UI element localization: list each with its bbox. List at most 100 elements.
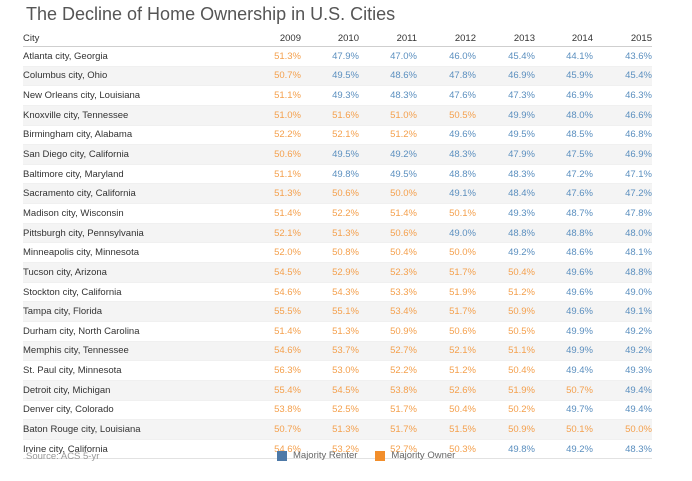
city-name-cell: New Orleans city, Louisiana bbox=[23, 85, 235, 106]
column-header-year: 2010 bbox=[301, 30, 359, 47]
ownership-value-cell: 51.3% bbox=[235, 183, 301, 205]
ownership-value-cell: 49.9% bbox=[535, 341, 593, 362]
ownership-value-cell: 55.1% bbox=[301, 301, 359, 322]
ownership-value-cell: 48.4% bbox=[476, 183, 535, 205]
ownership-value-cell: 49.6% bbox=[535, 282, 593, 303]
ownership-value-cell: 47.9% bbox=[476, 144, 535, 165]
ownership-value-cell: 48.3% bbox=[593, 439, 652, 460]
ownership-value-cell: 46.0% bbox=[417, 46, 476, 67]
ownership-value-cell: 47.0% bbox=[359, 46, 417, 67]
ownership-value-cell: 50.0% bbox=[417, 242, 476, 264]
ownership-value-cell: 48.3% bbox=[359, 85, 417, 106]
ownership-value-cell: 50.0% bbox=[593, 419, 652, 440]
ownership-value-cell: 49.3% bbox=[476, 203, 535, 224]
table-body: Atlanta city, Georgia 51.3% 47.9% 47.0% 46.0… bbox=[23, 46, 652, 460]
ownership-value-cell: 55.5% bbox=[235, 301, 301, 322]
ownership-value-cell: 49.3% bbox=[301, 85, 359, 106]
ownership-value-cell: 48.5% bbox=[535, 125, 593, 146]
ownership-value-cell: 47.6% bbox=[535, 183, 593, 205]
legend-label-owner: Majority Owner bbox=[391, 450, 456, 461]
ownership-value-cell: 52.1% bbox=[301, 125, 359, 146]
ownership-value-cell: 46.3% bbox=[593, 85, 652, 106]
ownership-value-cell: 50.2% bbox=[476, 400, 535, 421]
ownership-value-cell: 48.3% bbox=[417, 144, 476, 165]
ownership-value-cell: 51.2% bbox=[417, 360, 476, 381]
ownership-value-cell: 48.1% bbox=[593, 242, 652, 264]
table-row: Minneapolis city, Minnesota 52.0% 50.8% 50.… bbox=[23, 242, 652, 264]
ownership-value-cell: 49.9% bbox=[535, 321, 593, 342]
ownership-value-cell: 51.0% bbox=[359, 105, 417, 126]
ownership-value-cell: 48.8% bbox=[476, 223, 535, 244]
table-row: Atlanta city, Georgia 51.3% 47.9% 47.0% 46.0… bbox=[23, 46, 652, 67]
ownership-value-cell: 52.2% bbox=[235, 125, 301, 146]
ownership-value-cell: 53.7% bbox=[301, 341, 359, 362]
ownership-value-cell: 50.6% bbox=[301, 183, 359, 205]
ownership-value-cell: 48.8% bbox=[535, 223, 593, 244]
table-row: Tucson city, Arizona 54.5% 52.9% 52.3% 51.7%… bbox=[23, 262, 652, 283]
ownership-value-cell: 54.5% bbox=[301, 380, 359, 401]
ownership-value-cell: 54.5% bbox=[235, 262, 301, 283]
ownership-value-cell: 53.4% bbox=[359, 301, 417, 322]
table-row: Denver city, Colorado 53.8% 52.5% 51.7% 50.4… bbox=[23, 400, 652, 421]
ownership-value-cell: 48.6% bbox=[535, 242, 593, 264]
ownership-value-cell: 51.6% bbox=[301, 105, 359, 126]
table-row: Columbus city, Ohio 50.7% 49.5% 48.6% 47.8% 4… bbox=[23, 66, 652, 87]
column-header-year: 2015 bbox=[593, 30, 652, 47]
ownership-value-cell: 47.2% bbox=[593, 183, 652, 205]
ownership-value-cell: 52.7% bbox=[359, 439, 417, 460]
ownership-value-cell: 49.6% bbox=[535, 301, 593, 322]
ownership-value-cell: 50.6% bbox=[235, 144, 301, 165]
ownership-value-cell: 50.4% bbox=[417, 400, 476, 421]
ownership-value-cell: 51.7% bbox=[417, 301, 476, 322]
ownership-value-cell: 49.8% bbox=[476, 439, 535, 460]
ownership-value-cell: 54.6% bbox=[235, 282, 301, 303]
city-name-cell: Memphis city, Tennessee bbox=[23, 341, 235, 362]
city-name-cell: Detroit city, Michigan bbox=[23, 380, 235, 401]
ownership-value-cell: 52.6% bbox=[417, 380, 476, 401]
table-row: San Diego city, California 50.6% 49.5% 49.2… bbox=[23, 144, 652, 165]
ownership-value-cell: 51.5% bbox=[417, 419, 476, 440]
table-row: Memphis city, Tennessee 54.6% 53.7% 52.7% 52… bbox=[23, 341, 652, 362]
ownership-value-cell: 51.4% bbox=[359, 203, 417, 224]
city-name-cell: Knoxville city, Tennessee bbox=[23, 105, 235, 126]
table-row: Stockton city, California 54.6% 54.3% 53.3%… bbox=[23, 282, 652, 303]
ownership-value-cell: 47.5% bbox=[535, 144, 593, 165]
ownership-value-cell: 51.3% bbox=[301, 223, 359, 244]
table-row: Birmingham city, Alabama 52.2% 52.1% 51.2% 4… bbox=[23, 125, 652, 146]
column-header-year: 2013 bbox=[476, 30, 535, 47]
ownership-value-cell: 49.0% bbox=[593, 282, 652, 303]
ownership-value-cell: 50.3% bbox=[417, 439, 476, 460]
ownership-value-cell: 50.9% bbox=[476, 301, 535, 322]
city-name-cell: Madison city, Wisconsin bbox=[23, 203, 235, 224]
legend-item-majority-owner[interactable]: Majority Owner bbox=[375, 450, 455, 461]
ownership-value-cell: 49.1% bbox=[593, 301, 652, 322]
city-name-cell: San Diego city, California bbox=[23, 144, 235, 165]
legend: Majority Renter Majority Owner bbox=[277, 450, 473, 461]
city-name-cell: Baton Rouge city, Louisiana bbox=[23, 419, 235, 440]
city-name-cell: Columbus city, Ohio bbox=[23, 66, 235, 87]
ownership-value-cell: 50.4% bbox=[359, 242, 417, 264]
city-name-cell: Sacramento city, California bbox=[23, 183, 235, 205]
table-row: St. Paul city, Minnesota 56.3% 53.0% 52.2% 5… bbox=[23, 360, 652, 381]
ownership-value-cell: 45.4% bbox=[476, 46, 535, 67]
table-row: Baltimore city, Maryland 51.1% 49.8% 49.5% 4… bbox=[23, 164, 652, 185]
ownership-value-cell: 51.4% bbox=[235, 321, 301, 342]
ownership-value-cell: 50.6% bbox=[417, 321, 476, 342]
ownership-value-cell: 48.8% bbox=[593, 262, 652, 283]
chart-title: The Decline of Home Ownership in U.S. Ci… bbox=[26, 4, 396, 24]
ownership-value-cell: 47.3% bbox=[476, 85, 535, 106]
table-row: Detroit city, Michigan 55.4% 54.5% 53.8% 52.… bbox=[23, 380, 652, 401]
ownership-value-cell: 49.9% bbox=[476, 105, 535, 126]
legend-item-majority-renter[interactable]: Majority Renter bbox=[277, 450, 357, 461]
ownership-value-cell: 43.6% bbox=[593, 46, 652, 67]
ownership-value-cell: 51.1% bbox=[476, 341, 535, 362]
ownership-value-cell: 51.7% bbox=[359, 400, 417, 421]
ownership-value-cell: 49.6% bbox=[417, 125, 476, 146]
ownership-value-cell: 46.8% bbox=[593, 125, 652, 146]
ownership-value-cell: 50.0% bbox=[359, 183, 417, 205]
ownership-value-cell: 52.3% bbox=[359, 262, 417, 283]
ownership-value-cell: 51.1% bbox=[235, 164, 301, 185]
ownership-value-cell: 50.4% bbox=[476, 262, 535, 283]
ownership-value-cell: 49.1% bbox=[417, 183, 476, 205]
table-row: Madison city, Wisconsin 51.4% 52.2% 51.4% 50… bbox=[23, 203, 652, 224]
